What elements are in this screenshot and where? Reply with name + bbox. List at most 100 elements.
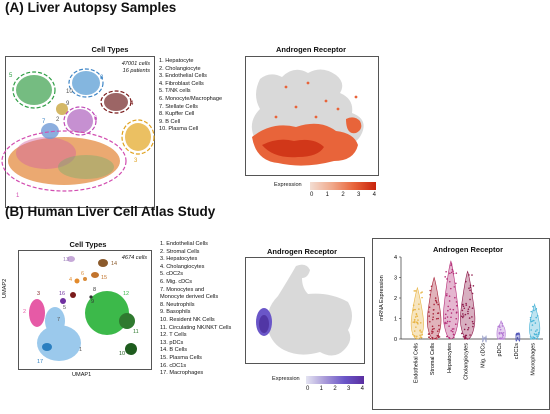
violin-point bbox=[534, 330, 537, 332]
violin-point bbox=[431, 325, 434, 328]
b-cluster-16 bbox=[60, 298, 66, 304]
cluster-1-blob bbox=[8, 137, 120, 185]
colorbar-b-tick: 3 bbox=[346, 386, 351, 392]
section-b-label: (B) bbox=[5, 204, 24, 219]
violin-point bbox=[472, 322, 474, 325]
violin-point bbox=[469, 284, 472, 287]
violin-point bbox=[452, 336, 455, 339]
violin-point bbox=[431, 318, 434, 321]
violin-point bbox=[472, 325, 474, 328]
violin-point bbox=[465, 304, 468, 306]
cluster-6-outline bbox=[63, 106, 97, 136]
ar-a-dot bbox=[324, 99, 328, 103]
violin-point bbox=[449, 272, 451, 275]
b-label-13: 13 bbox=[63, 257, 69, 263]
violin-point bbox=[431, 332, 433, 334]
b-cluster-2 bbox=[29, 299, 45, 327]
cluster-7-blob bbox=[41, 123, 59, 139]
violin-point bbox=[428, 311, 430, 313]
section-a-expression-label: Expression bbox=[274, 182, 302, 188]
colorbar-a-tick: 3 bbox=[356, 192, 361, 198]
cluster-5-blob bbox=[16, 75, 52, 105]
violin-point bbox=[450, 316, 452, 319]
violin-point bbox=[449, 287, 452, 290]
violin-point bbox=[533, 333, 536, 335]
cluster-label-5: 5 bbox=[9, 73, 13, 79]
violin-point bbox=[444, 276, 446, 278]
b-label-6: 6 bbox=[81, 271, 84, 277]
section-a-label: (A) bbox=[5, 0, 24, 15]
b-legend-item: 5. cDC2s bbox=[160, 271, 184, 278]
b-label-11: 11 bbox=[133, 329, 139, 335]
violin-point bbox=[462, 305, 465, 308]
violin-point bbox=[428, 315, 430, 317]
violin-point bbox=[446, 316, 449, 318]
violin-x-tick-label: Hepatocytes bbox=[447, 343, 453, 373]
cluster-9-blob bbox=[56, 103, 68, 115]
violin-point bbox=[419, 329, 421, 332]
violin-point bbox=[463, 307, 466, 310]
violin-shape bbox=[426, 276, 442, 340]
violin-point bbox=[469, 298, 471, 301]
section-a-heading: Liver Autopsy Samples bbox=[27, 0, 177, 15]
b-label-7: 7 bbox=[57, 317, 60, 323]
b-cluster-12 bbox=[85, 291, 129, 335]
violin-point bbox=[448, 295, 451, 297]
a-legend-item: 1. Hepatocyte bbox=[159, 58, 194, 64]
violin-point bbox=[501, 325, 504, 327]
violin-y-tick-label: 1 bbox=[394, 317, 397, 323]
violin-point bbox=[469, 286, 472, 289]
violin-point bbox=[461, 316, 464, 319]
violin-point bbox=[535, 308, 537, 311]
b-legend-item: 8. Neutrophils bbox=[160, 301, 195, 308]
b-label-17: 17 bbox=[37, 359, 43, 365]
violin-point bbox=[437, 317, 440, 320]
violin-point bbox=[437, 312, 440, 314]
violin-point bbox=[461, 315, 463, 318]
violin-point bbox=[413, 290, 416, 292]
b-label-2: 2 bbox=[23, 309, 26, 315]
violin-point bbox=[431, 330, 433, 332]
cluster-label-10: 10 bbox=[66, 89, 73, 95]
violin-point bbox=[420, 292, 422, 294]
violin-point bbox=[412, 304, 415, 306]
cluster-8-blob bbox=[72, 71, 100, 95]
violin-point bbox=[438, 328, 440, 331]
violin-point bbox=[434, 297, 437, 299]
colorbar-a-tick: 1 bbox=[325, 192, 329, 198]
b-legend-item: 11. Circulating NK/NKT Cells bbox=[160, 324, 232, 331]
violin-point bbox=[461, 332, 463, 335]
b-label-12: 12 bbox=[123, 291, 129, 297]
cluster-3-blob bbox=[125, 123, 151, 151]
violin-point bbox=[529, 338, 532, 340]
violin-point bbox=[468, 287, 470, 290]
violin-point bbox=[445, 294, 448, 297]
section-b-legend: 1. Endothelial Cells 2. Stromal Cells 3. H… bbox=[160, 241, 231, 378]
violin-point bbox=[468, 306, 471, 308]
section-b-ar-title: Androgen Receptor bbox=[266, 247, 337, 256]
violin-point bbox=[450, 264, 452, 267]
b-legend-item: 9. Basophils bbox=[160, 309, 191, 316]
section-a-legend: 1. Hepatocyte 2. Cholangiocyte 3. Endothel… bbox=[159, 58, 222, 134]
b-legend-item: 7. Monocytes and bbox=[160, 286, 205, 293]
violin-point bbox=[451, 268, 454, 271]
violin-point bbox=[462, 315, 465, 317]
violin-x-tick-label: Endothelial Cells bbox=[413, 343, 419, 383]
violin-point bbox=[461, 309, 464, 312]
violin-point bbox=[454, 296, 456, 299]
cluster-label-3: 3 bbox=[134, 158, 138, 164]
violin-point bbox=[418, 303, 420, 305]
section-a-cell-types-title: Cell Types bbox=[91, 45, 129, 54]
violin-point bbox=[530, 329, 533, 331]
violin-y-tick-label: 3 bbox=[394, 276, 397, 282]
ar-a-dot bbox=[294, 105, 298, 109]
violin-point bbox=[431, 328, 434, 331]
violin-point bbox=[472, 285, 475, 287]
cluster-label-1: 1 bbox=[16, 193, 20, 199]
violin-point bbox=[419, 334, 421, 337]
section-b-umap1-label: UMAP1 bbox=[72, 372, 92, 378]
violin-point bbox=[452, 308, 455, 311]
b-legend-item: 6. Mig. cDCs bbox=[160, 278, 193, 285]
cluster-6-blob bbox=[67, 109, 93, 133]
violin-point bbox=[447, 305, 450, 308]
